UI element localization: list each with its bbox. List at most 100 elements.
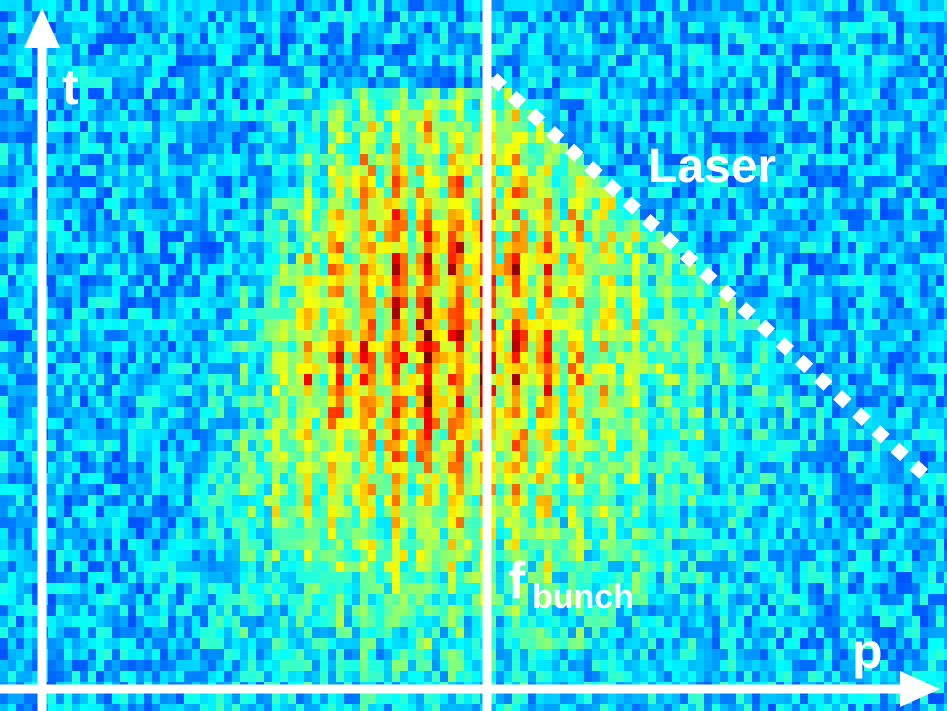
cell xyxy=(656,418,664,429)
cell xyxy=(816,253,824,264)
cell xyxy=(752,352,760,363)
cell xyxy=(400,451,408,462)
cell xyxy=(48,407,56,418)
cell xyxy=(376,286,384,297)
cell xyxy=(568,231,576,242)
cell xyxy=(256,396,264,407)
cell xyxy=(288,88,296,99)
cell xyxy=(872,220,880,231)
cell xyxy=(48,330,56,341)
cell xyxy=(504,66,512,77)
cell xyxy=(904,242,912,253)
cell xyxy=(432,451,440,462)
cell xyxy=(864,22,872,33)
cell xyxy=(88,154,96,165)
cell xyxy=(504,308,512,319)
cell xyxy=(232,264,240,275)
cell xyxy=(304,154,312,165)
cell xyxy=(392,231,400,242)
cell xyxy=(568,0,576,11)
cell xyxy=(312,209,320,220)
cell xyxy=(136,77,144,88)
cell xyxy=(800,429,808,440)
cell xyxy=(352,132,360,143)
cell xyxy=(400,242,408,253)
cell xyxy=(616,77,624,88)
cell xyxy=(696,396,704,407)
cell xyxy=(792,66,800,77)
cell xyxy=(256,187,264,198)
cell xyxy=(176,198,184,209)
cell xyxy=(472,143,480,154)
cell xyxy=(104,440,112,451)
cell xyxy=(736,363,744,374)
cell xyxy=(512,451,520,462)
cell xyxy=(776,308,784,319)
cell xyxy=(760,352,768,363)
cell xyxy=(216,286,224,297)
cell xyxy=(584,88,592,99)
cell xyxy=(600,231,608,242)
cell xyxy=(192,88,200,99)
cell xyxy=(408,121,416,132)
cell xyxy=(448,44,456,55)
cell xyxy=(720,231,728,242)
cell xyxy=(520,363,528,374)
cell xyxy=(152,22,160,33)
cell xyxy=(608,341,616,352)
cell xyxy=(248,11,256,22)
cell xyxy=(712,66,720,77)
cell xyxy=(128,33,136,44)
cell xyxy=(448,385,456,396)
cell xyxy=(248,165,256,176)
cell xyxy=(408,99,416,110)
cell xyxy=(288,374,296,385)
cell xyxy=(424,77,432,88)
cell xyxy=(200,341,208,352)
cell xyxy=(816,297,824,308)
cell xyxy=(104,33,112,44)
cell xyxy=(320,330,328,341)
cell xyxy=(48,77,56,88)
cell xyxy=(96,297,104,308)
cell xyxy=(712,363,720,374)
cell xyxy=(136,352,144,363)
cell xyxy=(376,121,384,132)
cell xyxy=(248,297,256,308)
cell xyxy=(320,165,328,176)
cell xyxy=(224,253,232,264)
cell xyxy=(416,121,424,132)
cell xyxy=(736,374,744,385)
cell xyxy=(912,308,920,319)
cell xyxy=(824,121,832,132)
cell xyxy=(296,407,304,418)
cell xyxy=(688,451,696,462)
cell xyxy=(152,66,160,77)
cell xyxy=(168,374,176,385)
cell xyxy=(232,77,240,88)
cell xyxy=(336,385,344,396)
cell xyxy=(600,88,608,99)
cell xyxy=(280,143,288,154)
cell xyxy=(936,132,944,143)
cell xyxy=(504,132,512,143)
cell xyxy=(104,77,112,88)
cell xyxy=(608,429,616,440)
cell xyxy=(368,297,376,308)
cell xyxy=(136,165,144,176)
cell xyxy=(584,33,592,44)
cell xyxy=(0,352,8,363)
cell xyxy=(720,418,728,429)
cell xyxy=(248,77,256,88)
cell xyxy=(384,341,392,352)
cell xyxy=(96,33,104,44)
cell xyxy=(904,319,912,330)
cell xyxy=(784,99,792,110)
cell xyxy=(776,187,784,198)
cell xyxy=(840,165,848,176)
cell xyxy=(208,22,216,33)
cell xyxy=(912,363,920,374)
cell xyxy=(24,440,32,451)
cell xyxy=(928,44,936,55)
cell xyxy=(240,286,248,297)
